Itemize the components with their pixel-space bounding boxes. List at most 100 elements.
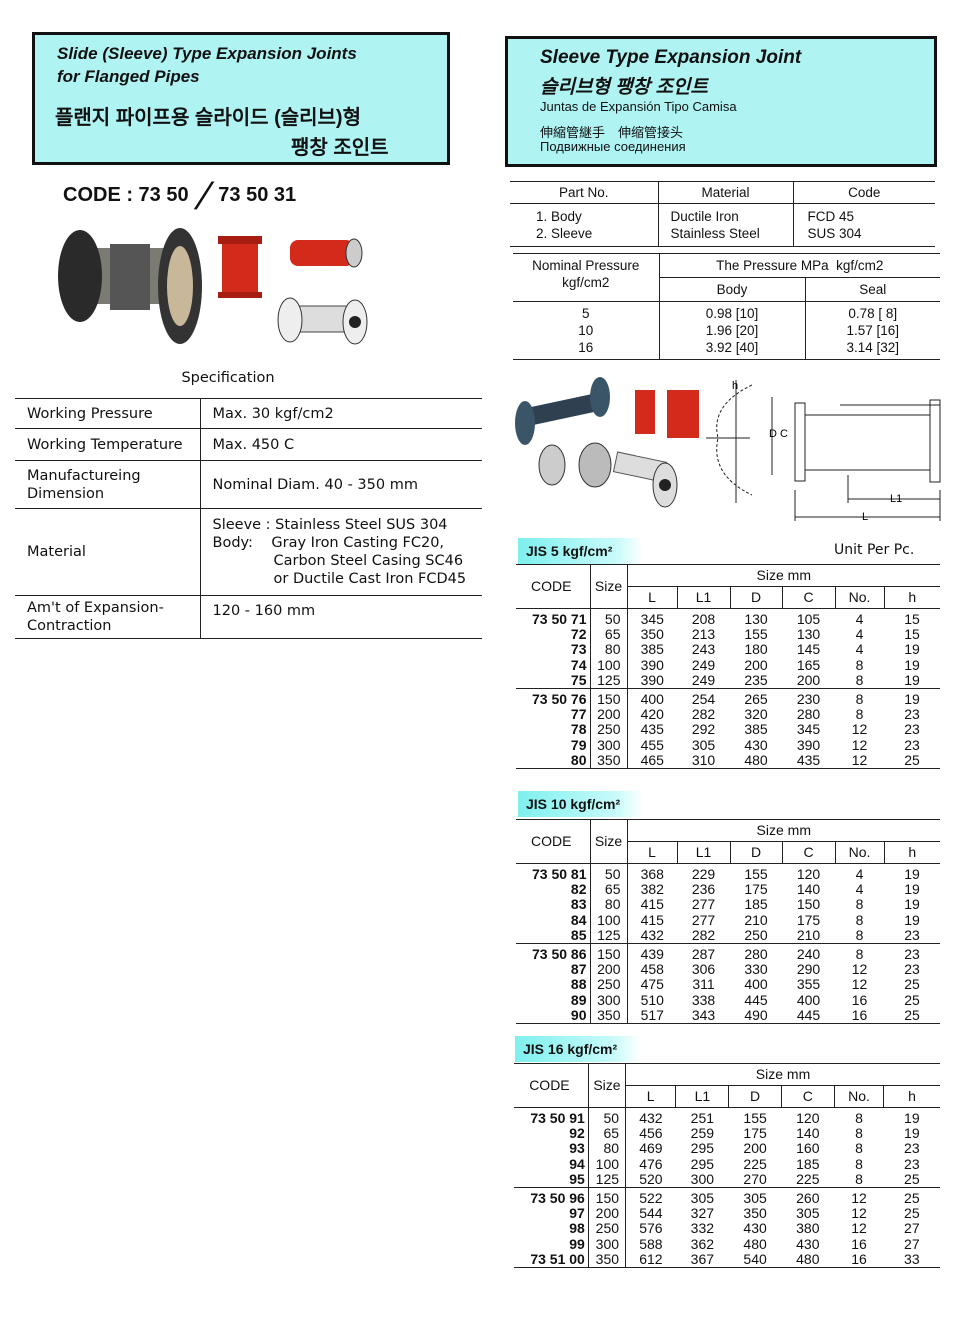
header-size-mm: Size mm — [625, 1063, 940, 1086]
cell-no: 8 — [855, 896, 864, 913]
cell-size: 250 — [588, 1221, 627, 1237]
table-row: 95 125 520 300 270 225 8 25 — [514, 1171, 940, 1189]
title-cjk: 伸縮管継手 伸缩管接头 — [540, 125, 684, 140]
cell-size: 150 — [590, 943, 628, 963]
cell-l: 612 — [625, 1251, 676, 1269]
cell-d: 155 — [744, 626, 768, 643]
seal-pressure: 0.78 [ 8] — [848, 306, 898, 321]
cell-code: 84 — [516, 912, 591, 928]
body-pressure: 0.98 [10] — [659, 301, 806, 322]
cell-size: 125 — [590, 927, 628, 945]
nominal-pressure-label: Nominal Pressure — [532, 258, 640, 273]
cell-code: 79 — [516, 737, 591, 753]
cell-code: 93 — [514, 1141, 589, 1157]
cell-h: 19 — [904, 641, 920, 658]
cell-size: 65 — [590, 882, 628, 898]
cell-c: 210 — [782, 927, 835, 945]
header-code: CODE — [516, 819, 591, 864]
cell-l1: 343 — [677, 1007, 730, 1025]
cell-size: 200 — [590, 962, 628, 978]
cell-l1: 327 — [690, 1205, 715, 1222]
cell-no: 12 — [851, 721, 868, 738]
pressure-subheader: Body Seal — [513, 277, 940, 302]
cell-d: 540 — [728, 1251, 782, 1269]
cell-h: 27 — [904, 1220, 920, 1237]
cell-code: 74 — [516, 657, 591, 673]
jis10-label: JIS 10 kgf/cm² — [518, 791, 643, 817]
table-row: 93 80 469 295 200 160 8 23 — [514, 1140, 940, 1157]
title-en-line2: for Flanged Pipes — [57, 67, 200, 86]
nominal: 16 — [513, 339, 660, 360]
header-part-no: Part No. — [510, 181, 659, 204]
cell-size: 50 — [590, 863, 628, 883]
cell-l: 465 — [627, 752, 677, 770]
cell-no: 12 — [851, 1220, 867, 1237]
cell-size: 350 — [590, 752, 628, 770]
cell-h: 27 — [904, 1235, 920, 1252]
cell-no: 16 — [834, 1251, 884, 1269]
cell-code: 97 — [514, 1206, 589, 1222]
cell-size: 65 — [588, 1126, 627, 1142]
cell-c: 345 — [796, 721, 821, 738]
right-title-box: Sleeve Type Expansion Joint 슬리브형 팽창 조인트 … — [505, 36, 937, 167]
cell-c: 380 — [796, 1220, 820, 1237]
cell-c: 400 — [796, 991, 821, 1008]
cell-h: 23 — [904, 721, 920, 738]
cell-code: 83 — [516, 897, 591, 913]
title-es: Juntas de Expansión Tipo Camisa — [540, 99, 737, 114]
parts-row: 2. Sleeve Stainless Steel SUS 304 — [510, 225, 935, 247]
parts-header: Part No. Material Code — [510, 181, 935, 204]
cell-d: 210 — [744, 911, 768, 928]
parts-row: 1. Body Ductile Iron FCD 45 — [510, 203, 935, 225]
label-l1: L1 — [890, 493, 902, 505]
material-line: Body: Gray Iron Casting FC20, — [212, 535, 445, 551]
header-l: L — [625, 1085, 677, 1108]
header-l1: L1 — [677, 586, 731, 609]
cell-no: 8 — [855, 656, 864, 673]
table-row: 90 350 517 343 490 445 16 25 — [516, 1007, 941, 1025]
cell-l1: 295 — [690, 1140, 715, 1157]
spec-value: Nominal Diam. 40 - 350 mm — [200, 460, 482, 509]
header-no: No. — [834, 1085, 885, 1108]
cell-l: 522 — [639, 1190, 663, 1207]
joint-photo-blue — [515, 377, 610, 445]
spec-key: Working Temperature — [15, 428, 201, 461]
spec-key: Am't of Expansion-Contraction — [15, 595, 201, 639]
cell-l: 350 — [640, 626, 664, 643]
cell-no: 4 — [855, 866, 864, 882]
cell-size: 50 — [590, 608, 628, 628]
red-sleeve-image — [218, 236, 363, 298]
spec-key: Manufactureing Dimension — [15, 460, 201, 509]
part-code: FCD 45 — [807, 209, 855, 224]
cell-h: 23 — [904, 736, 920, 753]
cell-c: 140 — [796, 1125, 820, 1142]
cell-l: 476 — [639, 1155, 663, 1172]
pressure-row: 16 3.92 [40] 3.14 [32] — [513, 339, 940, 360]
cell-c: 225 — [781, 1171, 835, 1189]
header-l1: L1 — [675, 1085, 730, 1108]
cell-l1: 277 — [691, 911, 716, 928]
seal-header: Seal — [859, 282, 887, 297]
cell-l1: 243 — [691, 641, 716, 658]
material-line: Carbon Steel Casing SC46 — [273, 553, 464, 569]
cell-no: 4 — [855, 626, 864, 643]
cell-d: 175 — [744, 881, 768, 898]
cell-l: 420 — [640, 706, 664, 723]
cell-l: 439 — [640, 946, 664, 963]
cell-size: 80 — [588, 1141, 627, 1157]
cell-no: 8 — [835, 672, 884, 690]
cell-l1: 292 — [691, 721, 716, 738]
header-c: C — [782, 841, 836, 864]
cell-code: 85 — [516, 927, 591, 945]
table-subheader-row: L L1 D C No. h — [516, 586, 941, 609]
cell-d: 430 — [743, 1220, 767, 1237]
cell-h: 25 — [884, 1007, 941, 1025]
cell-l1: 300 — [675, 1171, 729, 1189]
cell-l: 517 — [627, 1007, 677, 1025]
cell-size: 100 — [590, 657, 628, 673]
cell-l: 345 — [640, 611, 664, 627]
cell-size: 125 — [588, 1171, 627, 1189]
cell-size: 50 — [588, 1107, 627, 1127]
cell-c: 150 — [796, 896, 821, 913]
title-ko-line2: 팽창 조인트 — [291, 137, 389, 159]
